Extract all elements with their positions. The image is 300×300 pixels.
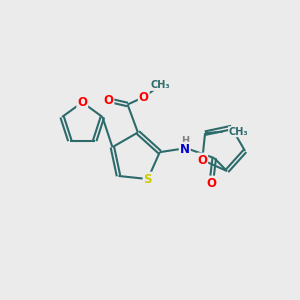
Text: CH₃: CH₃ — [229, 127, 248, 137]
Text: O: O — [206, 177, 216, 190]
Text: O: O — [77, 96, 87, 109]
Text: O: O — [197, 154, 207, 166]
Text: H: H — [181, 136, 189, 146]
Text: CH₃: CH₃ — [150, 80, 170, 90]
Text: N: N — [180, 143, 190, 156]
Text: O: O — [103, 94, 113, 106]
Text: S: S — [143, 172, 152, 185]
Text: O: O — [139, 91, 149, 103]
